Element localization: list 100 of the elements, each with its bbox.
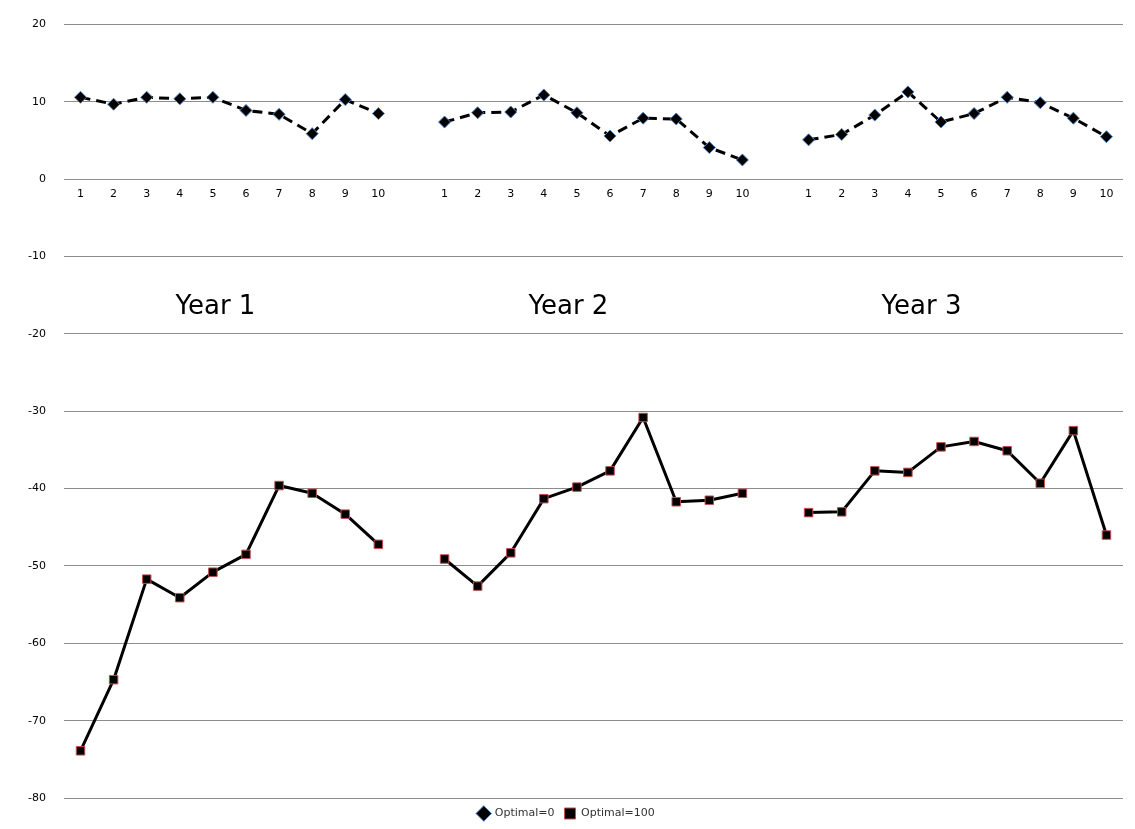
point [704,495,715,505]
point [338,93,352,107]
point [669,112,683,126]
point [241,549,251,560]
point [1066,111,1080,125]
point [371,107,385,121]
point [934,115,948,129]
x-tick-label: 7 [639,186,647,200]
point [835,127,849,141]
x-tick-label: 5 [937,186,945,200]
point [471,106,485,120]
point [870,466,880,476]
y-tick-label: -10 [28,249,46,263]
x-tick-label: 1 [77,186,85,200]
point [605,466,615,476]
point [539,493,549,504]
point [572,482,582,492]
x-tick-label: 6 [242,186,250,200]
annotation: Year 1 [174,289,256,320]
y-tick-label: -40 [28,481,46,495]
point [735,153,749,167]
point [1002,446,1012,456]
point [305,127,319,141]
point [239,103,253,117]
point [74,90,88,104]
point [903,467,913,478]
point [208,567,218,577]
point [472,581,483,591]
point [272,107,286,121]
x-tick-label: 5 [209,186,217,200]
legend-label: Optimal=100 [581,806,655,820]
point [836,507,847,517]
point [936,442,946,452]
y-tick-label: -20 [28,326,46,340]
point [570,106,584,120]
y-tick-label: 0 [38,172,46,186]
x-tick-label: 3 [143,186,151,200]
point [1035,478,1046,488]
point [638,412,648,423]
point [206,90,220,104]
point [506,548,516,558]
point [1000,90,1014,104]
x-tick-label: 10 [1099,186,1114,200]
point [439,554,450,564]
point [969,436,979,447]
point [173,92,187,106]
point [340,509,351,519]
point [603,129,617,143]
x-tick-label: 1 [441,186,449,200]
y-tick-label: 10 [31,94,46,108]
x-tick-label: 7 [275,186,283,200]
point [107,97,121,111]
point [702,141,716,155]
x-tick-label: 9 [341,186,349,200]
x-tick-label: 6 [606,186,614,200]
x-tick-label: 2 [474,186,482,200]
x-tick-label: 3 [507,186,515,200]
y-tick-label: -70 [28,713,46,727]
y-tick-label: -60 [28,636,46,650]
annotation: Year 2 [527,289,609,320]
x-tick-label: 1 [805,186,813,200]
point [671,497,681,507]
point [274,480,284,491]
x-tick-label: 8 [308,186,316,200]
point [504,105,518,119]
point [141,574,152,584]
x-tick-label: 8 [1036,186,1044,200]
x-tick-label: 10 [371,186,386,200]
point [1033,96,1047,110]
point [1099,130,1113,144]
x-tick-label: 2 [110,186,118,200]
point [438,115,452,129]
legend-label: Optimal=0 [494,806,555,820]
point [967,107,981,121]
annotation: Year 3 [880,289,962,320]
point [737,488,748,499]
point [373,539,384,550]
point [537,88,551,102]
x-tick-label: 8 [672,186,680,200]
y-tick-label: -80 [28,790,46,804]
point [1101,530,1112,540]
y-tick-label: -30 [28,404,46,418]
x-tick-label: 3 [871,186,879,200]
point [803,507,814,518]
point [307,488,317,499]
x-tick-label: 6 [970,186,978,200]
x-tick-label: 4 [904,186,912,200]
x-tick-label: 4 [176,186,184,200]
point [868,108,882,122]
point [75,746,86,756]
x-tick-label: 9 [705,186,713,200]
x-tick-label: 10 [735,186,750,200]
y-tick-label: 20 [31,17,46,31]
y-tick-label: -50 [28,558,46,572]
point [108,674,119,685]
point [802,133,816,147]
x-tick-label: 9 [1069,186,1077,200]
point [901,85,915,99]
point [636,111,650,125]
point [175,592,185,603]
